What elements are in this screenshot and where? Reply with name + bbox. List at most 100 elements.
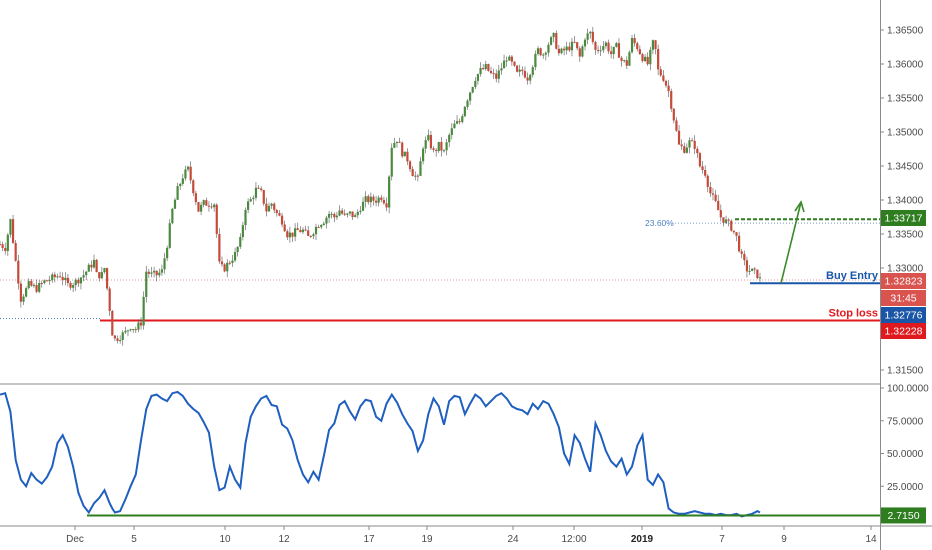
buy-entry-price-tag: 1.32776 (885, 310, 923, 322)
buy-entry-price-tag-bg (881, 307, 926, 323)
candle-body (343, 213, 346, 215)
candle-body (14, 242, 17, 261)
candle-body (126, 330, 130, 332)
candle-body (385, 203, 388, 208)
price-tick-label: 1.34000 (887, 196, 924, 207)
candle-body (43, 280, 46, 284)
candle-body (249, 199, 252, 202)
candle-body (25, 288, 28, 297)
candle-body (670, 91, 673, 109)
candle-body (758, 277, 762, 279)
candle-body (429, 134, 433, 149)
candle-body (751, 268, 754, 271)
candle-body (662, 75, 665, 81)
candle-body (547, 44, 550, 53)
countdown-tag: 31:45 (890, 293, 916, 305)
candle-body (599, 50, 602, 52)
stop-loss-label: Stop loss (828, 307, 878, 319)
candle-body (299, 230, 302, 233)
candle-body (163, 258, 166, 270)
candle-body (591, 31, 594, 42)
candle-body (244, 209, 247, 226)
candle-body (367, 196, 370, 203)
candle-body (317, 226, 320, 228)
candle-body (625, 60, 628, 66)
candle-body (440, 141, 443, 151)
candle-body (137, 322, 140, 330)
candle-body (578, 48, 581, 57)
candle-body (667, 85, 670, 92)
candle-body (633, 38, 636, 44)
candle-body (286, 231, 289, 238)
candle-body (145, 271, 148, 297)
candle-body (630, 38, 634, 53)
candle-body (270, 203, 273, 206)
candle-body (518, 69, 521, 72)
candle-body (58, 276, 62, 278)
candle-body (427, 134, 430, 141)
candle-body (82, 275, 85, 278)
candle-body (573, 41, 576, 43)
candle-body (64, 277, 67, 281)
candle-body (453, 123, 456, 129)
candle-body (296, 228, 299, 231)
candle-body (523, 71, 527, 78)
candle-body (32, 285, 36, 287)
candle-body (4, 247, 7, 252)
candle-body (301, 229, 305, 233)
candle-body (223, 264, 226, 272)
candle-body (701, 166, 704, 171)
buy-entry-label: Buy Entry (826, 270, 879, 282)
candle-body (463, 106, 466, 117)
time-tick-label: 12:00 (561, 534, 586, 545)
time-tick-label: 17 (363, 534, 375, 545)
candle-body (220, 261, 224, 265)
candle-body (654, 40, 657, 49)
target-price-tag: 1.33717 (885, 213, 923, 225)
time-tick-label: 19 (421, 534, 433, 545)
candle-body (11, 219, 15, 243)
candle-body (560, 48, 563, 54)
candle-body (236, 246, 239, 253)
candle-body (555, 32, 558, 49)
candle-body (327, 213, 331, 218)
candle-body (704, 170, 707, 176)
candle-body (513, 61, 516, 66)
candle-body (450, 128, 453, 135)
candle-body (492, 73, 495, 75)
candle-body (69, 282, 72, 288)
up-arrow-shaft (780, 201, 802, 284)
candle-body (189, 166, 192, 181)
candle-body (38, 282, 41, 292)
candle-body (649, 49, 652, 65)
candle-body (304, 229, 307, 231)
candle-body (100, 272, 103, 279)
candle-body (111, 311, 114, 336)
candle-body (479, 68, 482, 75)
candle-body (565, 46, 568, 51)
candle-body (1, 244, 4, 248)
candle-body (617, 43, 621, 58)
stop-loss-price-tag-bg (881, 323, 926, 339)
candle-body (651, 40, 655, 50)
candle-body (254, 187, 258, 198)
candle-body (740, 251, 743, 254)
candle-body (294, 228, 297, 237)
oscillator-tick-label: 25.0000 (887, 482, 924, 493)
price-tick-label: 1.36500 (887, 26, 924, 37)
candle-body (341, 210, 344, 214)
candle-body (563, 48, 566, 51)
candle-body (641, 54, 644, 62)
candle-body (672, 108, 675, 121)
candle-body (526, 77, 529, 81)
candle-body (709, 186, 712, 194)
candle-body (192, 180, 195, 194)
candle-body (150, 272, 153, 274)
candle-body (124, 330, 127, 333)
candle-body (596, 49, 600, 51)
candle-body (160, 269, 164, 273)
candle-body (186, 166, 190, 170)
candle-body (197, 202, 200, 212)
candle-body (22, 296, 25, 302)
candle-body (166, 247, 169, 259)
